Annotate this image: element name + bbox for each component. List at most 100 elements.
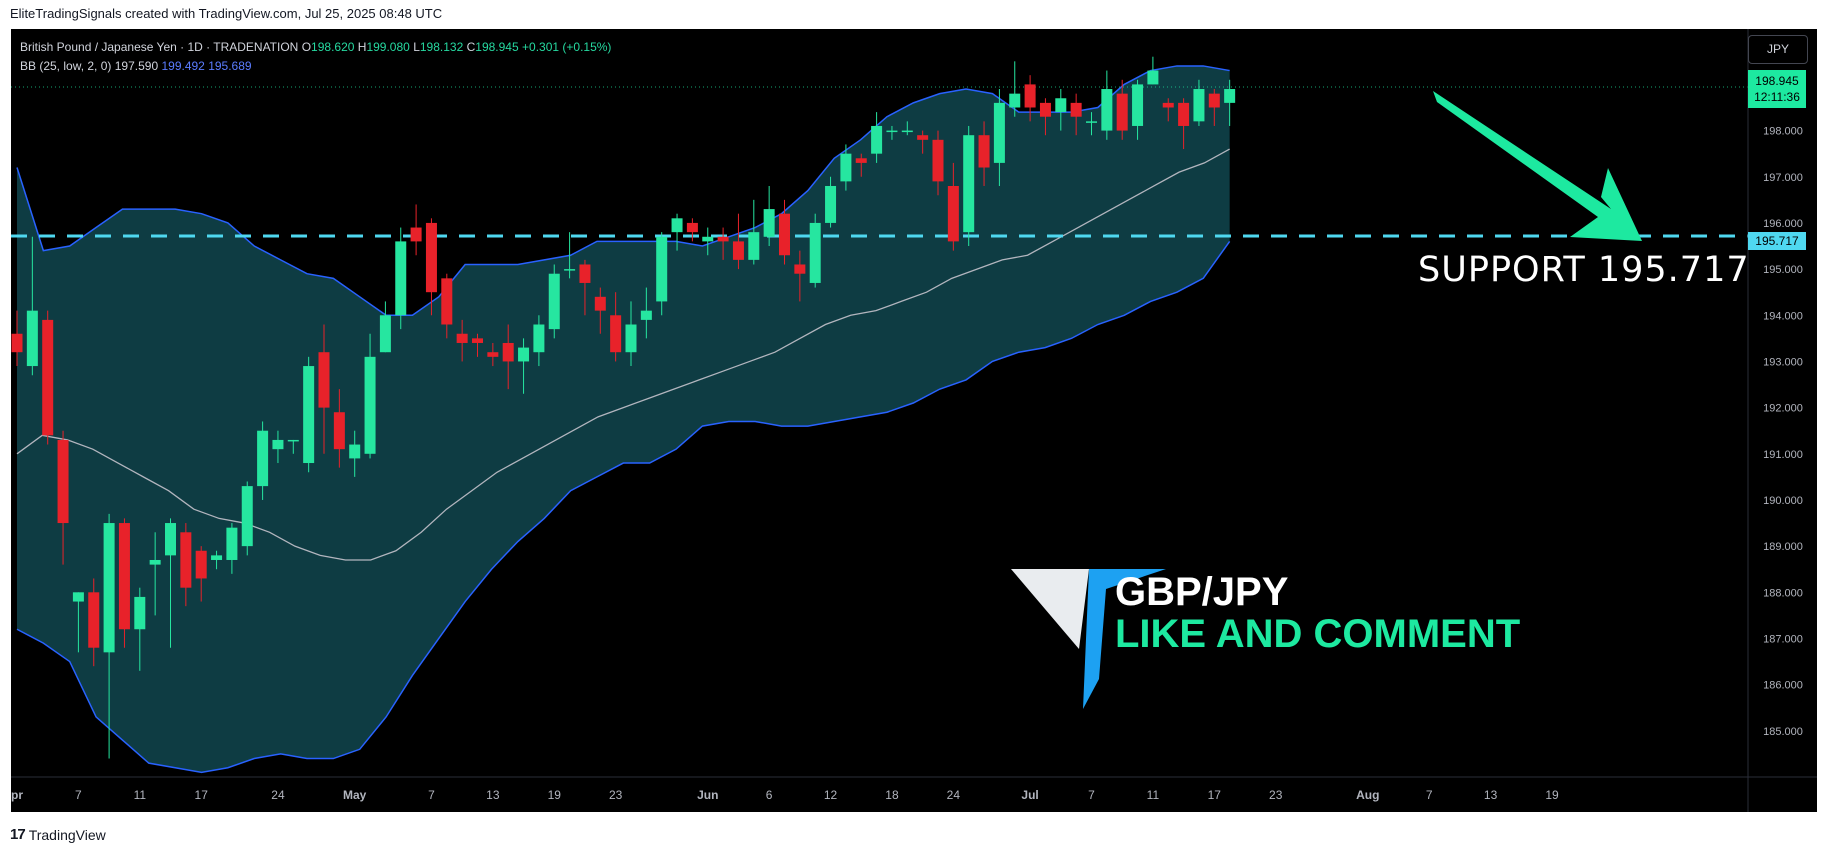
candle-body xyxy=(257,430,269,487)
candle-body xyxy=(42,319,54,436)
candle-body xyxy=(195,550,207,579)
candle-body xyxy=(318,352,330,408)
candle-body xyxy=(165,523,176,556)
candle-body xyxy=(1193,89,1205,122)
footer-brand[interactable]: 17 TradingView xyxy=(10,826,106,843)
candle-body xyxy=(717,236,729,242)
time-tick-label: 19 xyxy=(1545,788,1559,802)
price-tick-label: 186.000 xyxy=(1763,680,1803,692)
candle-body xyxy=(963,135,975,233)
chart-legend: British Pound / Japanese Yen · 1D · TRAD… xyxy=(20,38,611,76)
candle-body xyxy=(579,264,591,283)
price-tick-label: 193.000 xyxy=(1763,356,1803,368)
countdown-timer: 12:11:36 xyxy=(1754,90,1800,104)
candle-body xyxy=(610,315,622,353)
low-value: 198.132 xyxy=(419,40,464,54)
low-label: L xyxy=(413,40,420,54)
candle-body xyxy=(272,439,284,450)
band-fill xyxy=(17,65,1230,773)
candle-body xyxy=(548,273,560,330)
cta-text: LIKE AND COMMENT xyxy=(1115,612,1521,656)
candle-body xyxy=(825,185,837,223)
last-price-value: 198.945 xyxy=(1755,74,1799,88)
candle-body xyxy=(303,366,315,464)
high-value: 199.080 xyxy=(366,40,410,54)
candle-body xyxy=(333,412,345,450)
candle-body xyxy=(118,523,130,630)
price-tick-label: 191.000 xyxy=(1763,449,1803,461)
candle-body xyxy=(518,347,530,362)
candle-body xyxy=(779,213,790,256)
bb-indicator-label[interactable]: BB (25, low, 2, 0) xyxy=(20,59,112,73)
time-tick-label: 23 xyxy=(1269,788,1283,802)
candle-body xyxy=(502,342,514,362)
candle-body xyxy=(349,444,361,459)
price-tick-label: 197.000 xyxy=(1763,172,1803,184)
candle-body xyxy=(149,559,161,565)
candle-body xyxy=(855,158,867,163)
candle-body xyxy=(1070,102,1082,117)
candle-body xyxy=(871,125,883,154)
candle-body xyxy=(947,185,959,242)
bb-upper-value: 199.492 xyxy=(161,59,205,73)
time-tick-label: 12 xyxy=(824,788,838,802)
candle-body xyxy=(1024,84,1036,108)
chart-credit: EliteTradingSignals created with Trading… xyxy=(10,6,443,21)
candle-body xyxy=(748,232,760,260)
candle-body xyxy=(732,241,744,260)
symbol-title[interactable]: British Pound / Japanese Yen · 1D · TRAD… xyxy=(20,40,299,54)
time-tick-label: 17 xyxy=(1208,788,1222,802)
candle-body xyxy=(594,296,606,311)
price-tick-label: 195.000 xyxy=(1763,264,1803,276)
time-tick-label: 23 xyxy=(609,788,623,802)
candle-body xyxy=(1178,102,1190,126)
time-tick-label: 17 xyxy=(195,788,209,802)
candle-body xyxy=(656,236,668,302)
band-lower-line xyxy=(16,240,1231,774)
bb-basis-value: 197.590 xyxy=(114,59,159,73)
candle-body xyxy=(1101,89,1113,131)
open-value: 198.620 xyxy=(311,40,355,54)
candle-body xyxy=(978,135,990,168)
time-tick-label: 24 xyxy=(947,788,961,802)
time-tick-label: 13 xyxy=(1484,788,1498,802)
candle-body xyxy=(1086,121,1097,123)
candle-body xyxy=(211,555,223,560)
down-arrow-icon xyxy=(1433,91,1642,241)
currency-button[interactable]: JPY xyxy=(1748,35,1808,64)
candle-body xyxy=(840,153,852,182)
candle-body xyxy=(564,269,576,271)
candle-body xyxy=(88,592,100,648)
candle-body xyxy=(410,227,422,242)
chart-area[interactable]: 199.000198.000197.000196.000195.000194.0… xyxy=(11,29,1817,812)
chart-svg[interactable]: 199.000198.000197.000196.000195.000194.0… xyxy=(11,29,1817,812)
candle-body xyxy=(487,352,499,357)
candle-body xyxy=(26,310,38,367)
price-axis[interactable]: 199.000198.000197.000196.000195.000194.0… xyxy=(1747,29,1803,812)
candle-body xyxy=(395,241,407,316)
candle-body xyxy=(932,139,944,182)
time-tick-label: 24 xyxy=(271,788,285,802)
candle-body xyxy=(671,218,683,233)
candle-body xyxy=(794,264,806,274)
candle-body xyxy=(533,324,545,353)
price-tick-label: 192.000 xyxy=(1763,403,1803,415)
price-tick-label: 188.000 xyxy=(1763,587,1803,599)
candle-body xyxy=(625,324,637,353)
time-tick-label: 11 xyxy=(134,788,147,802)
candle-body xyxy=(287,439,299,442)
time-tick-label: 19 xyxy=(548,788,562,802)
candle-body xyxy=(1162,102,1174,108)
candle-body xyxy=(886,130,898,133)
candle-body xyxy=(226,527,238,560)
time-axis[interactable]: pr 7 11 17 24 May 7 13 19 23 Jun 6 12 18 24 Jul 7 11 17 23 A… xyxy=(11,776,1817,802)
last-price-badge: 198.945 12:11:36 xyxy=(1748,70,1806,108)
time-tick-label: pr xyxy=(11,788,23,802)
candle-body xyxy=(809,222,821,283)
candle-body xyxy=(241,486,253,547)
support-label: SUPPORT 195.717 xyxy=(1418,250,1750,290)
candle-body xyxy=(1208,93,1220,108)
candle-body xyxy=(441,278,453,325)
candle-body xyxy=(901,130,913,133)
candle-body xyxy=(103,523,115,653)
